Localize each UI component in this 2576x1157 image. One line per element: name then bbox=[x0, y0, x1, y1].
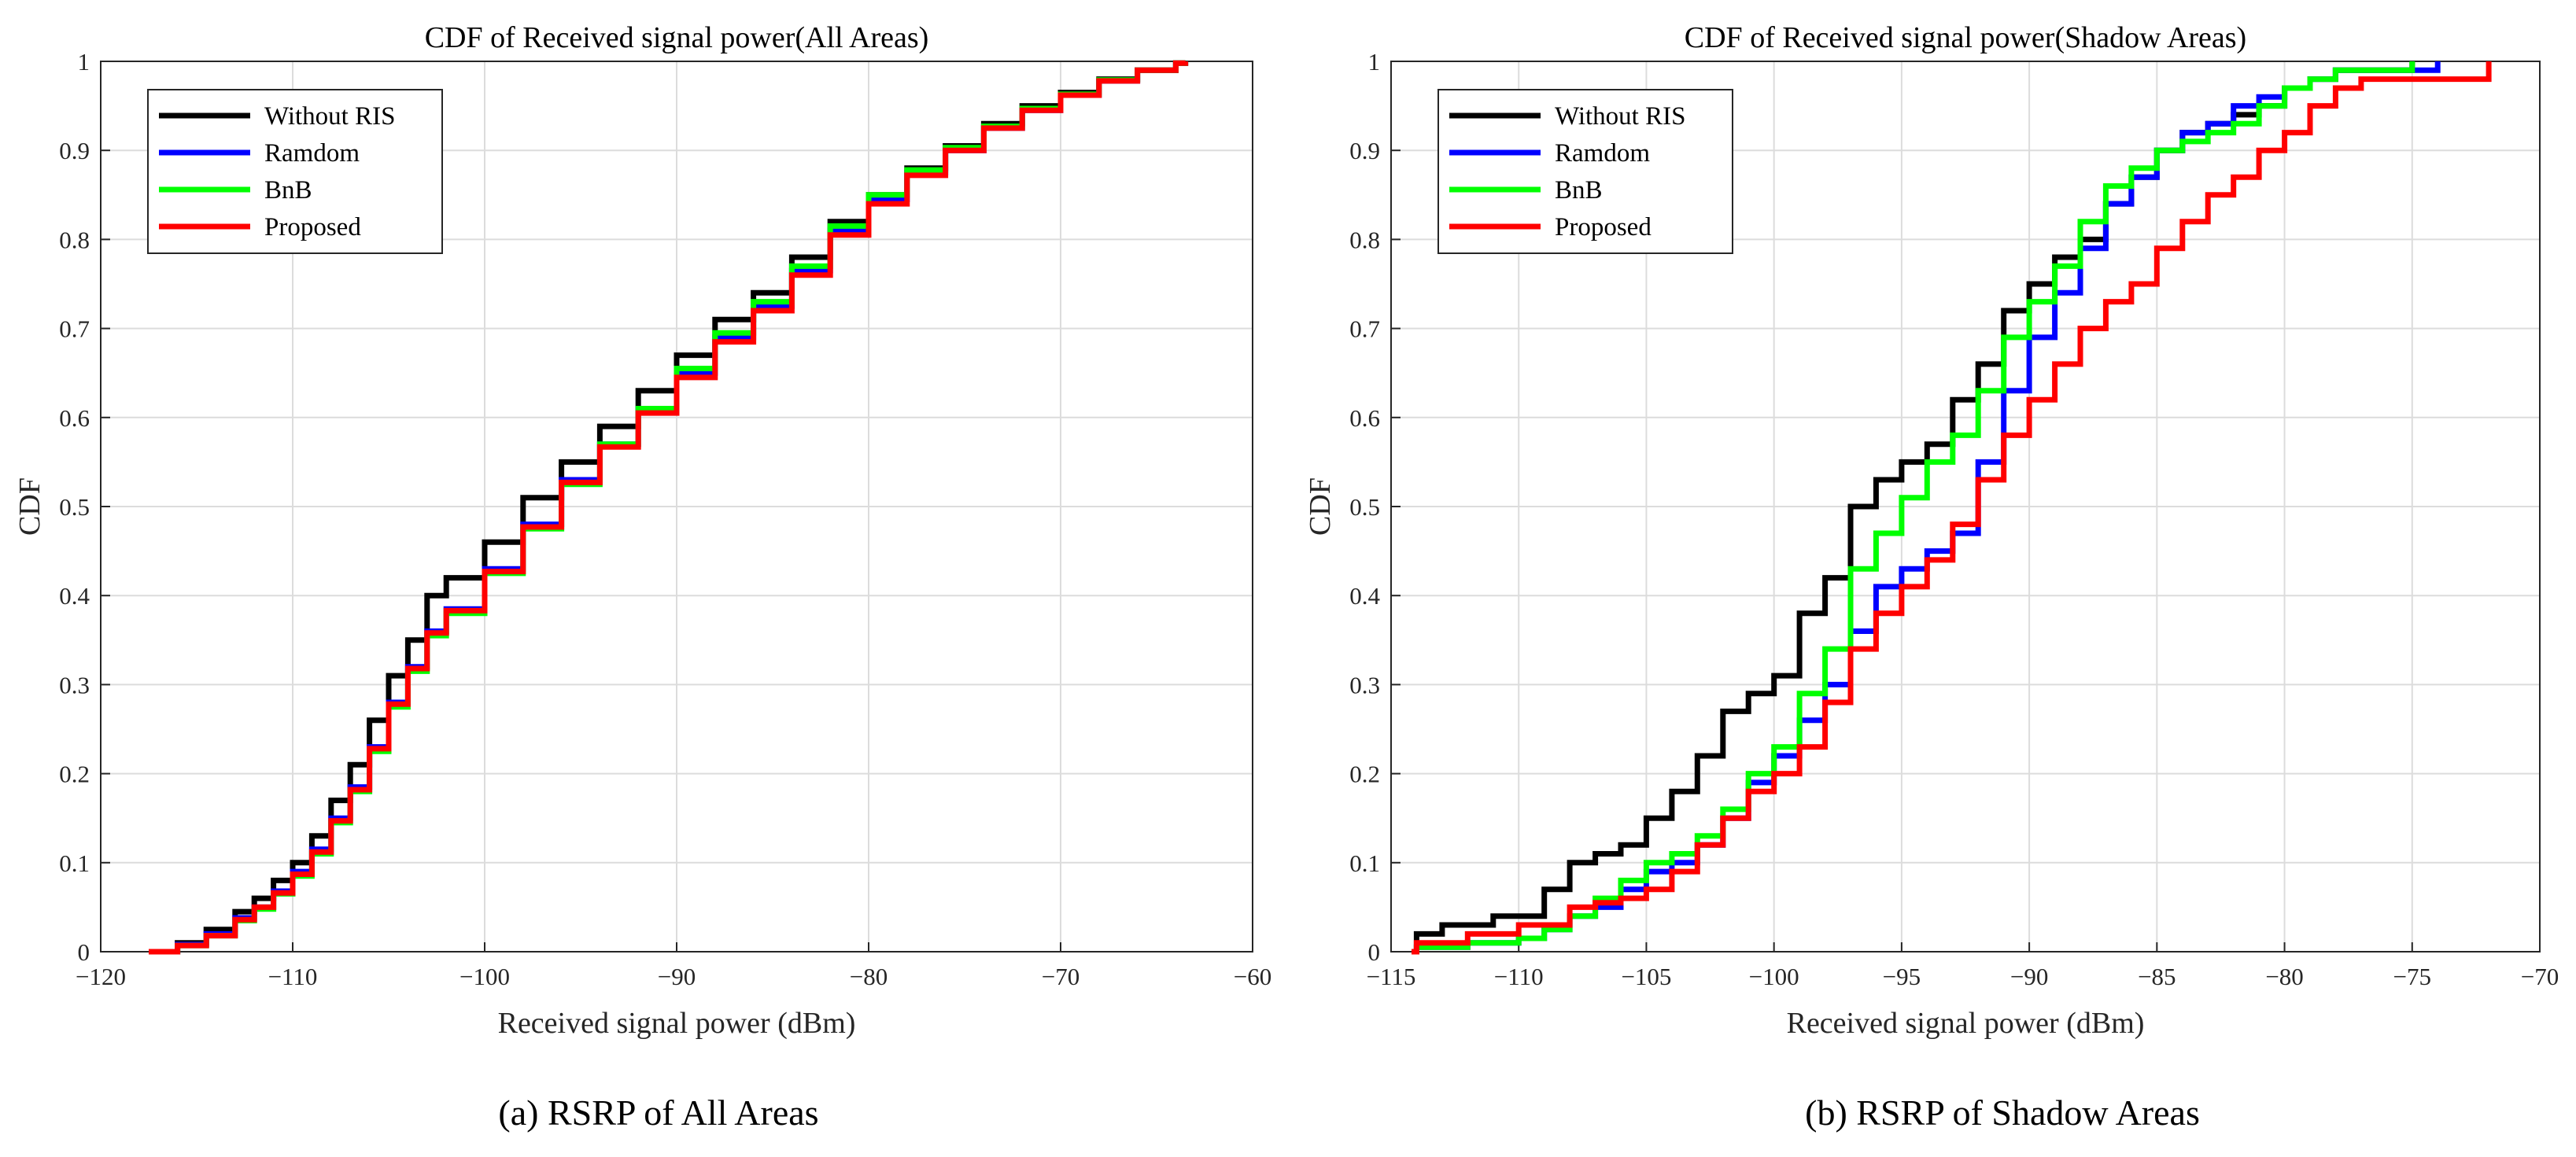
legend-label-ramdom: Ramdom bbox=[1555, 139, 1650, 168]
x-tick-label: −100 bbox=[1749, 963, 1799, 990]
legend: Without RIS Ramdom BnB Proposed bbox=[1437, 89, 1733, 254]
series-line-bnb bbox=[1412, 61, 2415, 955]
x-tick-label: −90 bbox=[2010, 963, 2048, 990]
x-tick-label: −90 bbox=[658, 963, 696, 990]
y-tick-label: 0.7 bbox=[59, 315, 90, 343]
y-tick-label: 1 bbox=[78, 48, 90, 76]
y-tick-label: 0.1 bbox=[1349, 849, 1380, 877]
legend-label-proposed: Proposed bbox=[264, 213, 361, 241]
figure-caption-a: (a) RSRP of All Areas bbox=[498, 1093, 818, 1133]
x-tick-label: −70 bbox=[2521, 963, 2559, 990]
y-tick-label: 0.1 bbox=[59, 849, 90, 877]
y-tick-label: 0.8 bbox=[59, 226, 90, 253]
x-tick-label: −95 bbox=[1883, 963, 1921, 990]
y-tick-label: 0.4 bbox=[59, 582, 90, 610]
y-tick-label: 0.3 bbox=[1349, 671, 1380, 698]
legend: Without RIS Ramdom BnB Proposed bbox=[147, 89, 443, 254]
chart-title: CDF of Received signal power(All Areas) bbox=[425, 21, 929, 54]
legend-label-without-ris: Without RIS bbox=[1555, 102, 1685, 131]
y-tick-labels: 0 0.1 0.2 0.3 0.4 0.5 0.6 0.7 0.8 0.9 1 bbox=[1349, 48, 1380, 966]
series-line-proposed bbox=[1412, 61, 2492, 955]
legend-label-without-ris: Without RIS bbox=[264, 102, 395, 131]
x-axis-label: Received signal power (dBm) bbox=[498, 1007, 856, 1040]
x-tick-label: −110 bbox=[1494, 963, 1544, 990]
y-tick-label: 0 bbox=[1368, 938, 1381, 966]
y-tick-label: 0.6 bbox=[59, 404, 90, 432]
y-tick-label: 0.9 bbox=[1349, 137, 1380, 164]
y-tick-label: 0.6 bbox=[1349, 404, 1380, 432]
plot-frame bbox=[1390, 61, 2541, 952]
legend-label-bnb: BnB bbox=[1555, 176, 1603, 205]
y-tick-label: 0.3 bbox=[59, 671, 90, 698]
x-tick-label: −100 bbox=[459, 963, 510, 990]
series-line-proposed bbox=[149, 60, 1189, 955]
y-tick-label: 0.7 bbox=[1349, 315, 1380, 343]
y-tick-label: 0.2 bbox=[1349, 761, 1380, 788]
x-tick-labels: −120 −110 −100 −90 −80 −70 −60 bbox=[76, 963, 1271, 990]
x-tick-label: −85 bbox=[2138, 963, 2176, 990]
x-tick-label: −120 bbox=[76, 963, 126, 990]
x-tick-label: −75 bbox=[2393, 963, 2431, 990]
series-layer bbox=[1412, 61, 2492, 955]
x-tick-label: −105 bbox=[1621, 963, 1671, 990]
y-tick-label: 0 bbox=[78, 938, 90, 966]
y-tick-label: 0.4 bbox=[1349, 582, 1380, 610]
chart-shadow-areas: −115 −110 −105 −100 −95 −90 −85 −80 −75 −70 00.10… bbox=[1304, 21, 2559, 1133]
legend-label-bnb: BnB bbox=[264, 176, 312, 205]
series-layer bbox=[149, 60, 1189, 955]
x-tick-label: −80 bbox=[2265, 963, 2303, 990]
x-tick-label: −80 bbox=[850, 963, 888, 990]
chart-title: CDF of Received signal power(Shadow Area… bbox=[1685, 21, 2246, 54]
legend-label-ramdom: Ramdom bbox=[264, 139, 360, 168]
legend-label-proposed: Proposed bbox=[1555, 213, 1652, 241]
y-tick-label: 0.2 bbox=[59, 761, 90, 788]
chart-all-areas: −120 −110 −100 −90 −80 −70 −60 0 0.1 0.2 0.3 0.4 0.… bbox=[13, 21, 1271, 1133]
x-tick-labels: −115 −110 −105 −100 −95 −90 −85 −80 −75 −70 bbox=[1367, 963, 2559, 990]
y-tick-labels: 0 0.1 0.2 0.3 0.4 0.5 0.6 0.7 0.8 0.9 1 bbox=[59, 48, 90, 966]
figure-caption-b: (b) RSRP of Shadow Areas bbox=[1805, 1093, 2200, 1133]
y-tick-label: 0.5 bbox=[1349, 493, 1380, 521]
y-tick-label: 0.9 bbox=[59, 137, 90, 164]
y-tick-label: 0.8 bbox=[1349, 226, 1380, 253]
y-tick-label: 0.5 bbox=[59, 493, 90, 521]
y-tick-label: 1 bbox=[1368, 48, 1381, 76]
x-tick-label: −115 bbox=[1367, 963, 1416, 990]
x-tick-label: −70 bbox=[1042, 963, 1079, 990]
plot-frame bbox=[100, 61, 1253, 952]
x-tick-label: −110 bbox=[268, 963, 318, 990]
x-tick-label: −60 bbox=[1234, 963, 1271, 990]
x-axis-label: Received signal power (dBm) bbox=[1787, 1007, 2145, 1040]
y-axis-label: CDF bbox=[13, 477, 46, 536]
y-axis-label: CDF bbox=[1304, 477, 1337, 536]
